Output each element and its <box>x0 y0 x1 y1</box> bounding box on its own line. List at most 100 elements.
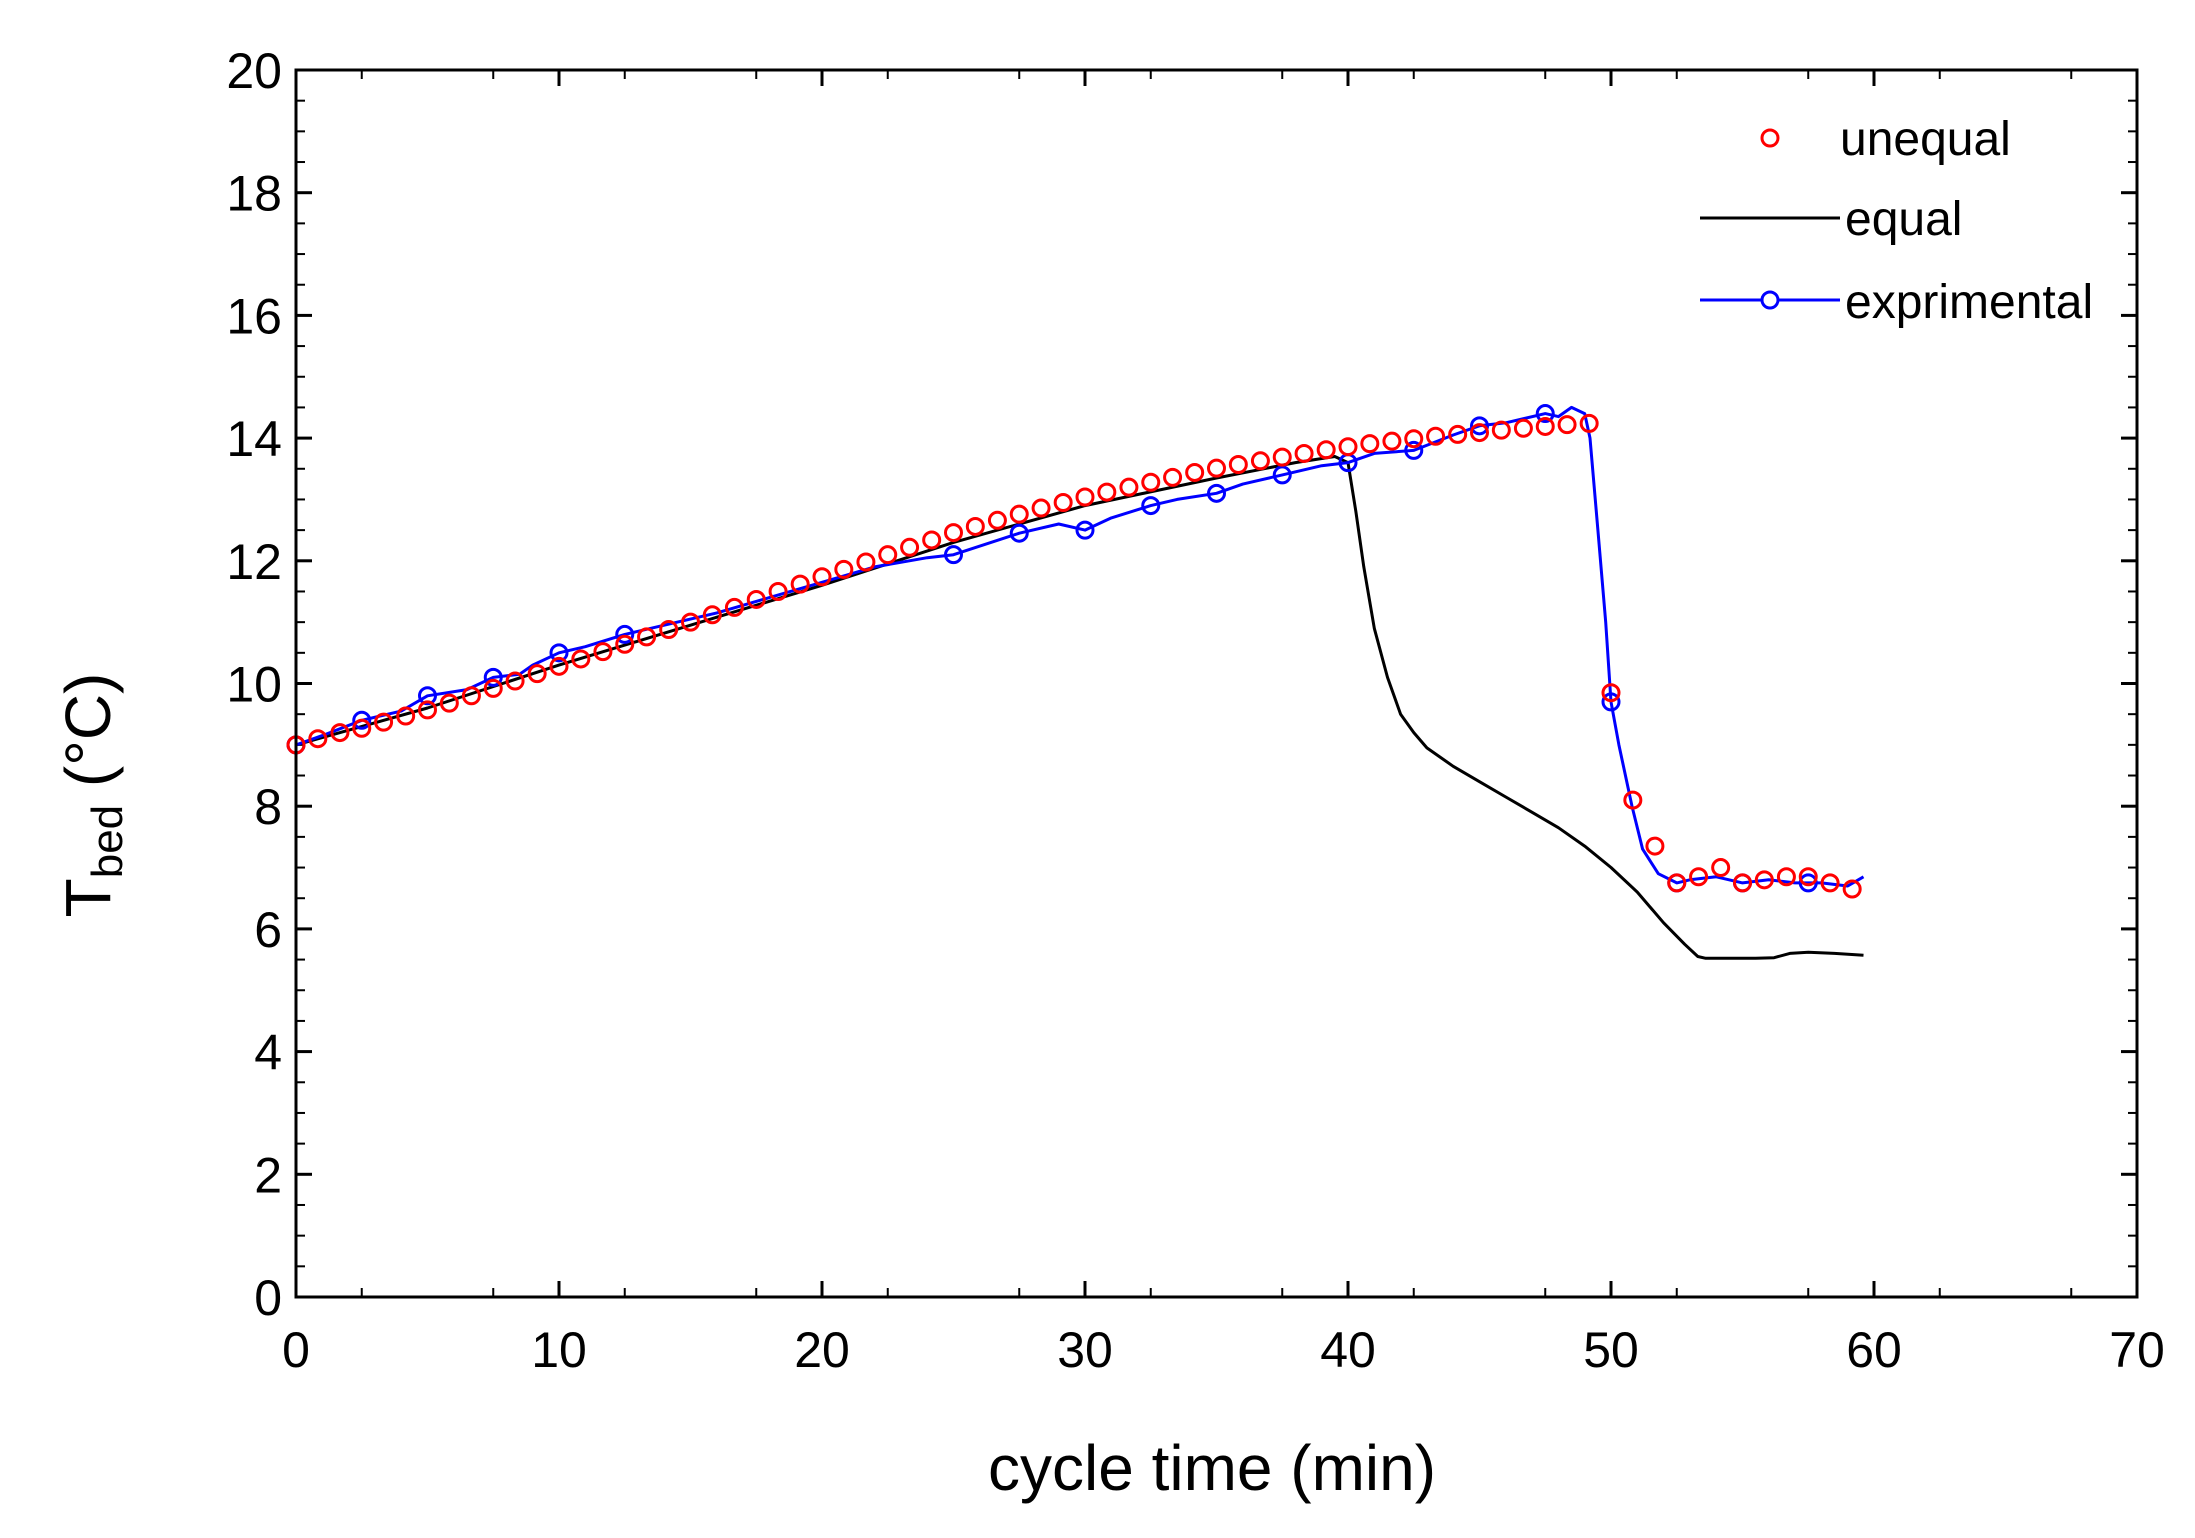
y-tick-label: 14 <box>226 411 282 467</box>
series-unequal-point <box>659 620 679 640</box>
y-tick-label: 10 <box>226 657 282 713</box>
series-unequal-point <box>352 718 372 738</box>
series-unequal-point <box>1031 498 1051 518</box>
series-exprimental-point <box>418 686 437 706</box>
series-unequal-point <box>1316 440 1336 460</box>
series-unequal-point <box>1776 867 1796 887</box>
series-unequal-point <box>1141 472 1161 492</box>
series-unequal-point <box>483 678 503 698</box>
legend-unequal-marker <box>1760 128 1780 148</box>
series-exprimental-point <box>1470 416 1489 436</box>
series-exprimental-point <box>1535 404 1555 424</box>
series-unequal-point <box>987 510 1007 530</box>
series-unequal-point <box>1228 454 1248 474</box>
series-exprimental-point <box>1404 440 1424 460</box>
series-exprimental-point <box>549 643 569 663</box>
series-exprimental-point <box>352 710 372 730</box>
x-tick-label: 70 <box>2109 1322 2165 1378</box>
series-unequal-point <box>505 671 525 691</box>
series-unequal-point <box>1842 879 1862 899</box>
series-unequal-point <box>637 627 657 647</box>
series-unequal-point <box>1294 443 1314 463</box>
series-unequal-point <box>790 574 810 594</box>
series-unequal-point <box>374 712 394 732</box>
y-axis-title-sub: bed <box>83 805 132 878</box>
series-unequal-point <box>461 686 481 706</box>
series-exprimental-point <box>1075 520 1095 540</box>
series-unequal-point <box>1448 424 1468 444</box>
x-tick-label: 10 <box>531 1322 587 1378</box>
series-equal-line <box>295 455 1864 960</box>
series-unequal-point <box>1470 423 1489 443</box>
series-exprimental-point <box>1601 692 1621 712</box>
series-unequal-point <box>1711 858 1731 878</box>
series-unequal-point <box>878 545 898 565</box>
legend-equal-label: equal <box>1845 193 1962 246</box>
series-unequal-point <box>900 537 920 557</box>
series-unequal-point <box>724 597 744 617</box>
series-unequal-point <box>571 649 591 669</box>
series-unequal-point <box>702 605 722 625</box>
series-unequal-point <box>1009 504 1029 524</box>
y-tick-label: 16 <box>226 288 282 344</box>
series-unequal-point <box>1119 477 1139 497</box>
series-unequal-point <box>1382 431 1402 451</box>
series-unequal-point <box>1338 437 1358 457</box>
y-tick-label: 0 <box>254 1270 282 1326</box>
series-unequal-point <box>1053 493 1073 513</box>
y-axis-title-main: T <box>52 878 124 917</box>
series-unequal-point <box>1689 867 1709 887</box>
series-exprimental-point <box>944 545 963 565</box>
x-tick-label: 30 <box>1057 1322 1113 1378</box>
series-unequal-point <box>549 656 569 676</box>
series-exprimental-point <box>1009 523 1029 543</box>
series-exprimental-point <box>615 624 635 644</box>
series-unequal-point <box>746 589 766 609</box>
series-unequal-point <box>1798 867 1818 887</box>
series-unequal-point <box>1645 836 1665 856</box>
series-unequal-point <box>856 552 876 572</box>
series-exprimental-point <box>1272 465 1292 485</box>
series-unequal-point <box>1491 420 1511 440</box>
series-unequal-point <box>922 530 942 550</box>
series-unequal-point <box>1754 870 1774 890</box>
y-tick-label: 18 <box>226 166 282 222</box>
series-unequal-point <box>1535 416 1555 436</box>
y-axis-title-unit: (°C) <box>52 673 124 805</box>
series-unequal-point <box>965 516 985 536</box>
series-unequal-point <box>439 693 459 713</box>
y-tick-label: 12 <box>226 534 282 590</box>
series-layer <box>286 404 1865 960</box>
y-axis-title: Tbed (°C) <box>52 673 132 918</box>
series-unequal-point <box>944 523 963 543</box>
series-exprimental-point <box>483 667 503 687</box>
series-unequal-point <box>834 559 854 579</box>
series-unequal-point <box>1360 434 1380 454</box>
series-unequal-point <box>527 664 547 684</box>
series-exprimental-point <box>1798 873 1818 893</box>
x-tick-label: 60 <box>1846 1322 1902 1378</box>
series-unequal-point <box>1404 429 1424 449</box>
series-unequal-point <box>1820 873 1840 893</box>
series-unequal-point <box>418 700 437 720</box>
series-unequal-point <box>308 729 328 749</box>
series-unequal-point <box>1601 683 1621 703</box>
series-unequal-point <box>1185 462 1205 482</box>
series-unequal-point <box>1513 418 1533 438</box>
series-unequal-point <box>1097 482 1117 502</box>
legend: unequal equal exprimental <box>1700 113 2093 329</box>
series-exprimental-line <box>295 405 1865 888</box>
series-exprimental-point <box>1207 483 1226 503</box>
legend-exprimental-marker <box>1760 290 1780 310</box>
series-unequal-point <box>1207 458 1226 478</box>
x-tick-label: 0 <box>282 1322 310 1378</box>
x-axis-title: cycle time (min) <box>988 1432 1436 1504</box>
legend-unequal-label: unequal <box>1840 113 2011 166</box>
series-unequal-point <box>615 634 635 654</box>
series-unequal-point <box>681 612 700 632</box>
series-unequal-point <box>593 642 613 662</box>
series-unequal-point <box>1623 790 1643 810</box>
series-unequal-point <box>1075 487 1095 507</box>
tick-labels: 0 10 20 30 40 50 60 70 0 2 4 6 8 10 12 14 16 18 20 <box>226 43 2164 1378</box>
